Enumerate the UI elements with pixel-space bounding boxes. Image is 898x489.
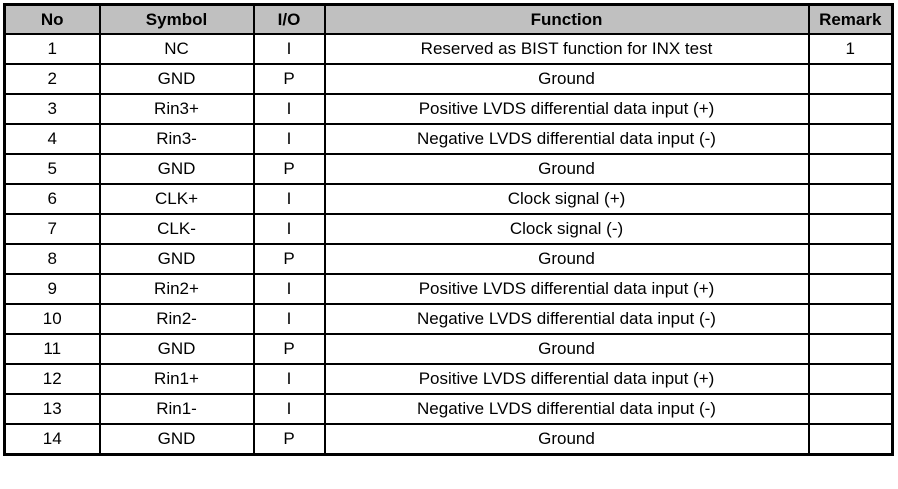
cell-no: 14	[3, 423, 101, 456]
cell-remark	[807, 123, 894, 155]
cell-io: I	[252, 213, 326, 245]
cell-io: I	[252, 33, 326, 65]
cell-function: Ground	[323, 243, 810, 275]
cell-remark: 1	[807, 33, 894, 65]
cell-io: I	[252, 183, 326, 215]
cell-remark	[807, 363, 894, 395]
cell-no: 12	[3, 363, 101, 395]
cell-no: 9	[3, 273, 101, 305]
cell-remark	[807, 423, 894, 456]
cell-no: 4	[3, 123, 101, 155]
cell-no: 3	[3, 93, 101, 125]
cell-remark	[807, 333, 894, 365]
col-header-no: No	[3, 3, 101, 35]
table-row: 9 Rin2+ I Positive LVDS differential data i…	[3, 273, 894, 305]
cell-symbol: Rin3-	[98, 123, 255, 155]
cell-io: P	[252, 153, 326, 185]
cell-io: I	[252, 123, 326, 155]
pin-definition-table: No Symbol I/O Function Remark 1 NC I Reserv…	[3, 3, 894, 456]
cell-function: Ground	[323, 153, 810, 185]
table-row: 11 GND P Ground	[3, 333, 894, 365]
cell-no: 1	[3, 33, 101, 65]
cell-function: Reserved as BIST function for INX test	[323, 33, 810, 65]
table-header: No Symbol I/O Function Remark	[3, 3, 894, 35]
cell-remark	[807, 393, 894, 425]
table-row: 8 GND P Ground	[3, 243, 894, 275]
cell-symbol: GND	[98, 63, 255, 95]
cell-function: Negative LVDS differential data input (-…	[323, 303, 810, 335]
cell-io: I	[252, 393, 326, 425]
table-row: 10 Rin2- I Negative LVDS differential data …	[3, 303, 894, 335]
cell-no: 7	[3, 213, 101, 245]
table-row: 4 Rin3- I Negative LVDS differential data i…	[3, 123, 894, 155]
cell-function: Ground	[323, 63, 810, 95]
pin-table-container: No Symbol I/O Function Remark 1 NC I Reserv…	[3, 3, 894, 456]
col-header-io: I/O	[252, 3, 326, 35]
cell-symbol: Rin3+	[98, 93, 255, 125]
cell-io: I	[252, 273, 326, 305]
col-header-remark: Remark	[807, 3, 894, 35]
cell-no: 8	[3, 243, 101, 275]
cell-symbol: Rin1+	[98, 363, 255, 395]
cell-remark	[807, 63, 894, 95]
table-row: 12 Rin1+ I Positive LVDS differential data …	[3, 363, 894, 395]
cell-io: P	[252, 333, 326, 365]
cell-function: Positive LVDS differential data input (+…	[323, 273, 810, 305]
table-row: 3 Rin3+ I Positive LVDS differential data i…	[3, 93, 894, 125]
cell-io: P	[252, 423, 326, 456]
cell-remark	[807, 303, 894, 335]
cell-remark	[807, 93, 894, 125]
cell-no: 11	[3, 333, 101, 365]
cell-io: I	[252, 303, 326, 335]
cell-function: Negative LVDS differential data input (-…	[323, 123, 810, 155]
cell-symbol: Rin2-	[98, 303, 255, 335]
cell-function: Ground	[323, 333, 810, 365]
header-row: No Symbol I/O Function Remark	[3, 3, 894, 35]
cell-symbol: GND	[98, 243, 255, 275]
cell-function: Clock signal (-)	[323, 213, 810, 245]
table-row: 13 Rin1- I Negative LVDS differential data …	[3, 393, 894, 425]
cell-no: 6	[3, 183, 101, 215]
cell-function: Ground	[323, 423, 810, 456]
cell-io: I	[252, 93, 326, 125]
cell-io: P	[252, 243, 326, 275]
cell-io: I	[252, 363, 326, 395]
cell-no: 10	[3, 303, 101, 335]
cell-symbol: GND	[98, 333, 255, 365]
cell-symbol: NC	[98, 33, 255, 65]
col-header-function: Function	[323, 3, 810, 35]
cell-function: Clock signal (+)	[323, 183, 810, 215]
cell-symbol: GND	[98, 153, 255, 185]
table-row: 5 GND P Ground	[3, 153, 894, 185]
cell-remark	[807, 213, 894, 245]
cell-remark	[807, 153, 894, 185]
cell-remark	[807, 243, 894, 275]
cell-symbol: CLK-	[98, 213, 255, 245]
table-row: 1 NC I Reserved as BIST function for INX te…	[3, 33, 894, 65]
cell-symbol: Rin1-	[98, 393, 255, 425]
cell-function: Positive LVDS differential data input (+…	[323, 363, 810, 395]
table-row: 2 GND P Ground	[3, 63, 894, 95]
cell-remark	[807, 183, 894, 215]
cell-symbol: Rin2+	[98, 273, 255, 305]
cell-no: 2	[3, 63, 101, 95]
cell-symbol: GND	[98, 423, 255, 456]
table-row: 6 CLK+ I Clock signal (+)	[3, 183, 894, 215]
table-row: 7 CLK- I Clock signal (-)	[3, 213, 894, 245]
cell-function: Positive LVDS differential data input (+…	[323, 93, 810, 125]
table-body: 1 NC I Reserved as BIST function for INX te…	[3, 33, 894, 456]
cell-symbol: CLK+	[98, 183, 255, 215]
table-row: 14 GND P Ground	[3, 423, 894, 456]
cell-function: Negative LVDS differential data input (-…	[323, 393, 810, 425]
cell-io: P	[252, 63, 326, 95]
cell-no: 13	[3, 393, 101, 425]
cell-no: 5	[3, 153, 101, 185]
cell-remark	[807, 273, 894, 305]
col-header-symbol: Symbol	[98, 3, 255, 35]
